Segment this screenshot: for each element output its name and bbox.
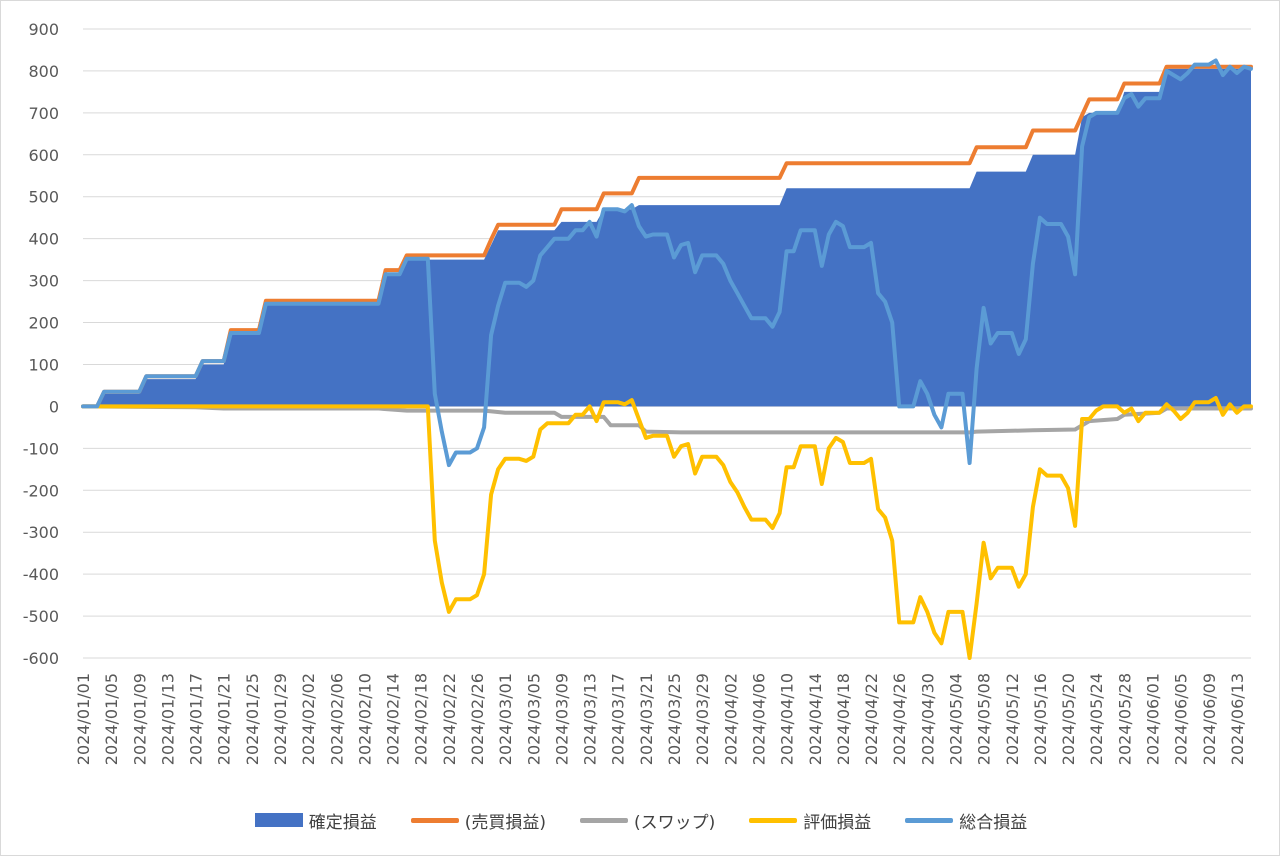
y-tick-label: -100 bbox=[23, 439, 59, 458]
y-tick-label: 400 bbox=[28, 230, 59, 249]
x-tick-label: 2024/03/01 bbox=[496, 673, 515, 765]
x-tick-label: 2024/04/22 bbox=[862, 673, 881, 765]
x-tick-label: 2024/01/05 bbox=[102, 673, 121, 765]
x-tick-label: 2024/03/29 bbox=[693, 673, 712, 765]
legend-swatch-total-pl bbox=[905, 817, 954, 823]
x-tick-label: 2024/02/02 bbox=[299, 673, 318, 765]
legend-item-unrealized-pl: 評価損益 bbox=[749, 808, 871, 833]
y-tick-label: 100 bbox=[28, 355, 59, 374]
x-tick-label: 2024/05/28 bbox=[1115, 673, 1134, 765]
y-tick-label: -400 bbox=[23, 565, 59, 584]
line-series bbox=[81, 58, 1253, 660]
y-tick-label: -600 bbox=[23, 649, 59, 668]
x-tick-label: 2024/05/16 bbox=[1031, 673, 1050, 765]
legend-item-swap: (スワップ) bbox=[580, 808, 715, 833]
x-tick-label: 2024/01/01 bbox=[74, 673, 93, 765]
x-tick-label: 2024/05/08 bbox=[975, 673, 994, 765]
x-tick-label: 2024/04/02 bbox=[721, 673, 740, 765]
x-tick-label: 2024/01/09 bbox=[130, 673, 149, 765]
legend-item-confirmed-pl: 確定損益 bbox=[254, 808, 377, 833]
y-tick-label: 0 bbox=[49, 397, 59, 416]
x-tick-label: 2024/03/13 bbox=[581, 673, 600, 765]
x-tick-label: 2024/02/26 bbox=[468, 673, 487, 765]
y-axis-ticks: -600 -500 -400 -300 -200 -100 0 100 200 300 400 500… bbox=[23, 20, 59, 668]
x-tick-label: 2024/06/05 bbox=[1172, 673, 1191, 765]
x-tick-label: 2024/04/14 bbox=[806, 673, 825, 765]
legend-label-swap: (スワップ) bbox=[634, 812, 716, 833]
series-line-total-pl bbox=[81, 58, 1253, 468]
legend-label-unrealized-pl: 評価損益 bbox=[803, 812, 872, 833]
legend-item-total-pl: 総合損益 bbox=[905, 808, 1027, 833]
y-tick-label: 300 bbox=[28, 272, 59, 291]
x-tick-label: 2024/03/25 bbox=[665, 673, 684, 765]
x-tick-label: 2024/02/06 bbox=[327, 673, 346, 765]
series-line-swap bbox=[81, 404, 1253, 435]
x-tick-label: 2024/04/06 bbox=[749, 673, 768, 765]
y-tick-label: 900 bbox=[28, 20, 59, 39]
legend-swatch-swap bbox=[580, 817, 628, 823]
chart-legend: 確定損益 (売買損益) (スワップ) 評価損益 総合損益 bbox=[1, 805, 1280, 835]
x-tick-label: 2024/01/13 bbox=[158, 673, 177, 765]
x-tick-label: 2024/04/30 bbox=[918, 673, 937, 765]
y-tick-label: -500 bbox=[23, 607, 59, 626]
x-tick-label: 2024/01/21 bbox=[215, 673, 234, 765]
x-tick-label: 2024/01/29 bbox=[271, 673, 290, 765]
x-tick-label: 2024/04/18 bbox=[834, 673, 853, 765]
legend-label-trading-pl: (売買損益) bbox=[464, 812, 546, 833]
y-tick-label: 800 bbox=[28, 62, 59, 81]
x-tick-label: 2024/06/01 bbox=[1143, 673, 1162, 765]
x-tick-label: 2024/05/20 bbox=[1059, 673, 1078, 765]
y-tick-label: 200 bbox=[28, 314, 59, 333]
x-tick-label: 2024/04/26 bbox=[890, 673, 909, 765]
x-tick-label: 2024/06/13 bbox=[1228, 673, 1247, 765]
x-tick-label: 2024/02/14 bbox=[384, 673, 403, 765]
x-tick-label: 2024/05/04 bbox=[946, 673, 965, 765]
x-tick-label: 2024/03/05 bbox=[524, 673, 543, 765]
y-tick-label: -300 bbox=[23, 523, 59, 542]
legend-swatch-trading-pl bbox=[410, 817, 459, 823]
x-tick-label: 2024/02/18 bbox=[412, 673, 431, 765]
x-tick-label: 2024/05/24 bbox=[1087, 673, 1106, 765]
legend-label-total-pl: 総合損益 bbox=[959, 812, 1028, 833]
x-axis-ticks: 2024/01/01 2024/01/05 2024/01/09 2024/01/13… bbox=[74, 673, 1247, 765]
series-line-unrealized-pl bbox=[81, 396, 1253, 660]
legend-item-trading-pl: (売買損益) bbox=[410, 808, 546, 833]
x-tick-label: 2024/05/12 bbox=[1003, 673, 1022, 765]
x-tick-label: 2024/02/22 bbox=[440, 673, 459, 765]
y-tick-label: 700 bbox=[28, 104, 59, 123]
x-tick-label: 2024/03/09 bbox=[552, 673, 571, 765]
x-tick-label: 2024/06/09 bbox=[1200, 673, 1219, 765]
x-tick-label: 2024/02/10 bbox=[355, 673, 374, 765]
y-tick-label: 500 bbox=[28, 188, 59, 207]
chart-plot: -600 -500 -400 -300 -200 -100 0 100 200 300 400 500… bbox=[23, 20, 1253, 765]
y-tick-label: 600 bbox=[28, 146, 59, 165]
x-tick-label: 2024/03/17 bbox=[609, 673, 628, 765]
x-tick-label: 2024/01/17 bbox=[187, 673, 206, 765]
legend-swatch-unrealized-pl bbox=[749, 817, 798, 823]
y-tick-label: -200 bbox=[23, 481, 59, 500]
x-tick-label: 2024/04/10 bbox=[778, 673, 797, 765]
x-tick-label: 2024/01/25 bbox=[243, 673, 262, 765]
x-tick-label: 2024/03/21 bbox=[637, 673, 656, 765]
legend-swatch-confirmed-pl bbox=[254, 813, 303, 827]
legend-label-confirmed-pl: 確定損益 bbox=[308, 812, 377, 833]
